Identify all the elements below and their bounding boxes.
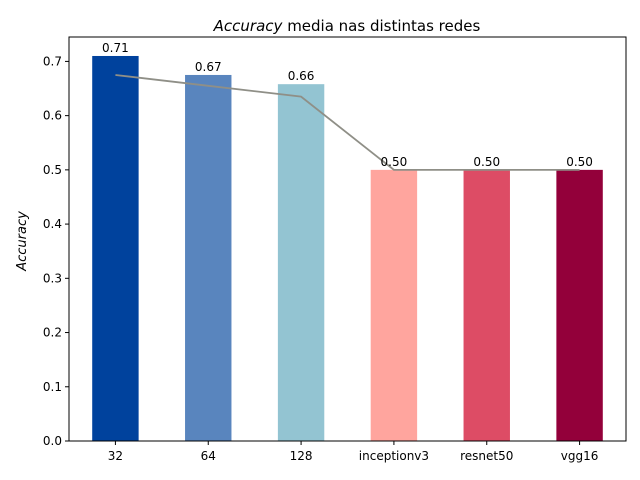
- x-tick-label-vgg16: vgg16: [561, 449, 599, 463]
- x-axis-ticks: 32 64 128 inceptionv3 resnet50 vgg16: [108, 441, 599, 463]
- trend-line: [115, 74, 580, 171]
- bar-64: [185, 74, 232, 442]
- bar-vgg16: [556, 169, 603, 441]
- plot-frame: [68, 36, 627, 442]
- x-tick-label-64: 64: [201, 449, 216, 463]
- data-label-vgg16: 0.50: [566, 155, 593, 169]
- x-tick-label-inceptionv3: inceptionv3: [359, 449, 429, 463]
- data-label-inceptionv3: 0.50: [381, 155, 408, 169]
- y-tick-label: 0.5: [43, 163, 62, 177]
- y-tick-label: 0.1: [43, 380, 62, 394]
- chart-title: Accuracy media nas distintas redes: [213, 17, 481, 35]
- trend-line-group: [115, 74, 580, 171]
- data-labels-group: 0.71 0.67 0.66 0.50 0.50 0.50: [102, 41, 593, 169]
- y-axis-label: Accuracy: [15, 211, 30, 272]
- bar-32: [92, 55, 139, 442]
- y-tick-label: 0.4: [43, 217, 62, 231]
- y-tick-label: 0.0: [43, 434, 62, 448]
- data-label-64: 0.67: [195, 60, 222, 74]
- bar-resnet50: [463, 169, 510, 441]
- data-label-resnet50: 0.50: [473, 155, 500, 169]
- x-tick-label-128: 128: [290, 449, 313, 463]
- chart-title-rest: media nas distintas redes: [282, 17, 480, 35]
- bar-inceptionv3: [370, 169, 418, 441]
- y-tick-label: 0.3: [43, 271, 62, 285]
- bar-128: [277, 84, 325, 441]
- data-label-32: 0.71: [102, 41, 129, 55]
- y-tick-label: 0.7: [43, 54, 62, 68]
- data-label-128: 0.66: [288, 69, 315, 83]
- x-tick-label-32: 32: [108, 449, 123, 463]
- bars-group: [92, 55, 603, 442]
- y-axis-ticks: 0.0 0.1 0.2 0.3 0.4 0.5 0.6 0.7: [43, 54, 69, 448]
- y-tick-label: 0.2: [43, 326, 62, 340]
- chart-title-italic: Accuracy: [213, 17, 284, 35]
- y-tick-label: 0.6: [43, 109, 62, 123]
- x-tick-label-resnet50: resnet50: [460, 449, 513, 463]
